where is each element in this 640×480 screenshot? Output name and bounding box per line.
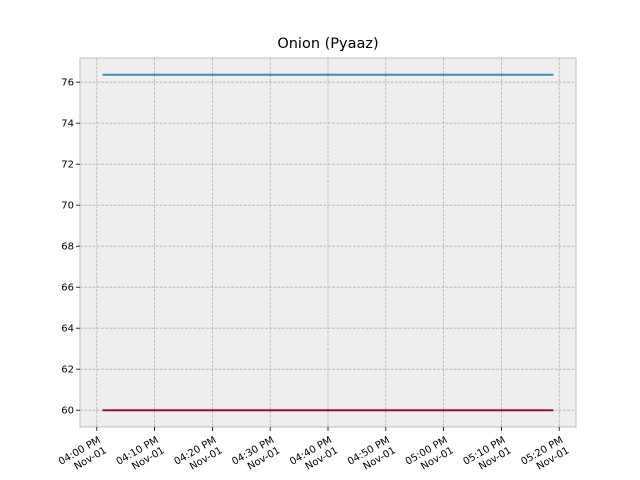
y-tick-label: 74 <box>61 119 74 130</box>
y-tick-label: 68 <box>61 242 74 253</box>
series-layer <box>102 73 554 412</box>
y-tick-label: 60 <box>61 406 74 417</box>
y-tick-label: 66 <box>61 283 74 294</box>
y-tick-label: 70 <box>61 201 74 212</box>
y-axis-ticks: 60 62 64 66 68 70 72 74 76 <box>61 78 80 417</box>
y-tick-label: 64 <box>61 324 74 335</box>
y-tick-label: 62 <box>61 365 74 376</box>
chart-title: Onion (Pyaaz) <box>277 36 378 52</box>
y-tick-label: 72 <box>61 160 74 171</box>
y-tick-label: 76 <box>61 78 74 89</box>
